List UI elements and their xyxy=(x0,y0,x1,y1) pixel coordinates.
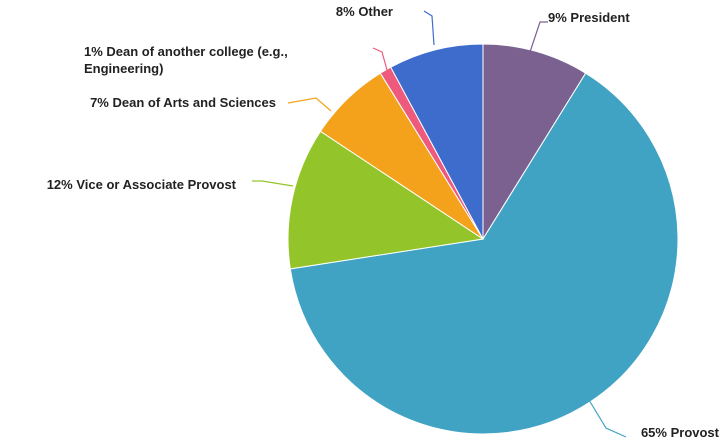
slice-labels: 9% President 65% Provost 12% Vice or Assoc… xyxy=(47,4,720,440)
leader-line-dean-of-arts-and-sciences xyxy=(287,97,332,112)
leader-lines xyxy=(252,10,627,438)
slice-label-president: 9% President xyxy=(548,10,630,25)
pie-slice-president xyxy=(482,43,587,241)
slice-label-vice-or-associate-provost: 12% Vice or Associate Provost xyxy=(47,177,237,192)
pie-slice-provost xyxy=(289,72,679,435)
leader-line-other xyxy=(423,10,435,46)
leader-line-provost xyxy=(588,399,627,438)
pie-slice-other xyxy=(390,43,484,240)
slice-label-dean-of-arts-and-sciences: 7% Dean of Arts and Sciences xyxy=(90,95,276,110)
pie-slice-vice-or-associate-provost xyxy=(287,130,485,270)
leader-line-vice-or-associate-provost xyxy=(252,180,294,187)
pie-slices xyxy=(287,43,679,435)
slice-label-dean-of-another-college-e-g-engineering-line-1: 1% Dean of another college (e.g., xyxy=(84,44,288,59)
slice-label-dean-of-another-college-e-g-engineering-line-2: Engineering) xyxy=(84,61,163,76)
leader-line-president xyxy=(529,21,548,53)
leader-line-dean-of-another-college-e-g-engineering xyxy=(372,47,388,71)
slice-label-provost: 65% Provost xyxy=(641,425,720,440)
slice-label-other: 8% Other xyxy=(336,4,393,19)
